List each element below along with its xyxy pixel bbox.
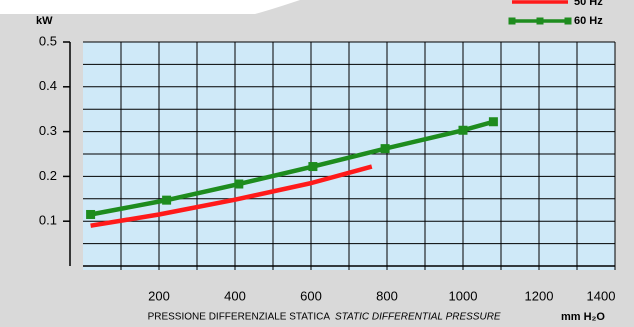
marker bbox=[86, 209, 96, 219]
y-tick-label: 0.3 bbox=[39, 123, 57, 138]
y-tick-label: 0.1 bbox=[39, 213, 57, 228]
y-tick-label: 0.2 bbox=[39, 168, 57, 183]
y-axis-label: kW bbox=[36, 15, 53, 27]
x-tick-label: 800 bbox=[376, 288, 398, 303]
marker bbox=[308, 162, 318, 172]
x-tick-label: 200 bbox=[148, 288, 170, 303]
x-axis-label: PRESSIONE DIFFERENZIALE STATICA bbox=[148, 312, 331, 323]
legend-label: 60 Hz bbox=[574, 15, 603, 27]
series-line bbox=[90, 164, 373, 228]
legend-label: 50 Hz bbox=[574, 0, 603, 8]
marker bbox=[162, 195, 172, 205]
header-tab bbox=[0, 0, 300, 14]
x-tick-label: 1000 bbox=[449, 288, 478, 303]
y-tick-label: 0.5 bbox=[39, 33, 57, 48]
x-tick-label: 400 bbox=[224, 288, 246, 303]
marker bbox=[380, 144, 390, 154]
marker bbox=[234, 179, 244, 189]
legend-marker bbox=[508, 17, 516, 25]
x-tick-label: 1400 bbox=[587, 288, 616, 303]
x-axis-label-en: STATIC DIFFERENTIAL PRESSURE bbox=[335, 312, 501, 323]
marker bbox=[458, 125, 468, 135]
y-tick-label: 0.4 bbox=[39, 78, 57, 93]
x-tick-label: 1200 bbox=[525, 288, 554, 303]
marker bbox=[488, 117, 498, 127]
x-tick-label: 600 bbox=[300, 288, 322, 303]
legend-marker bbox=[536, 17, 544, 25]
legend-marker bbox=[564, 17, 572, 25]
x-axis-unit: mm H₂O bbox=[561, 311, 605, 323]
